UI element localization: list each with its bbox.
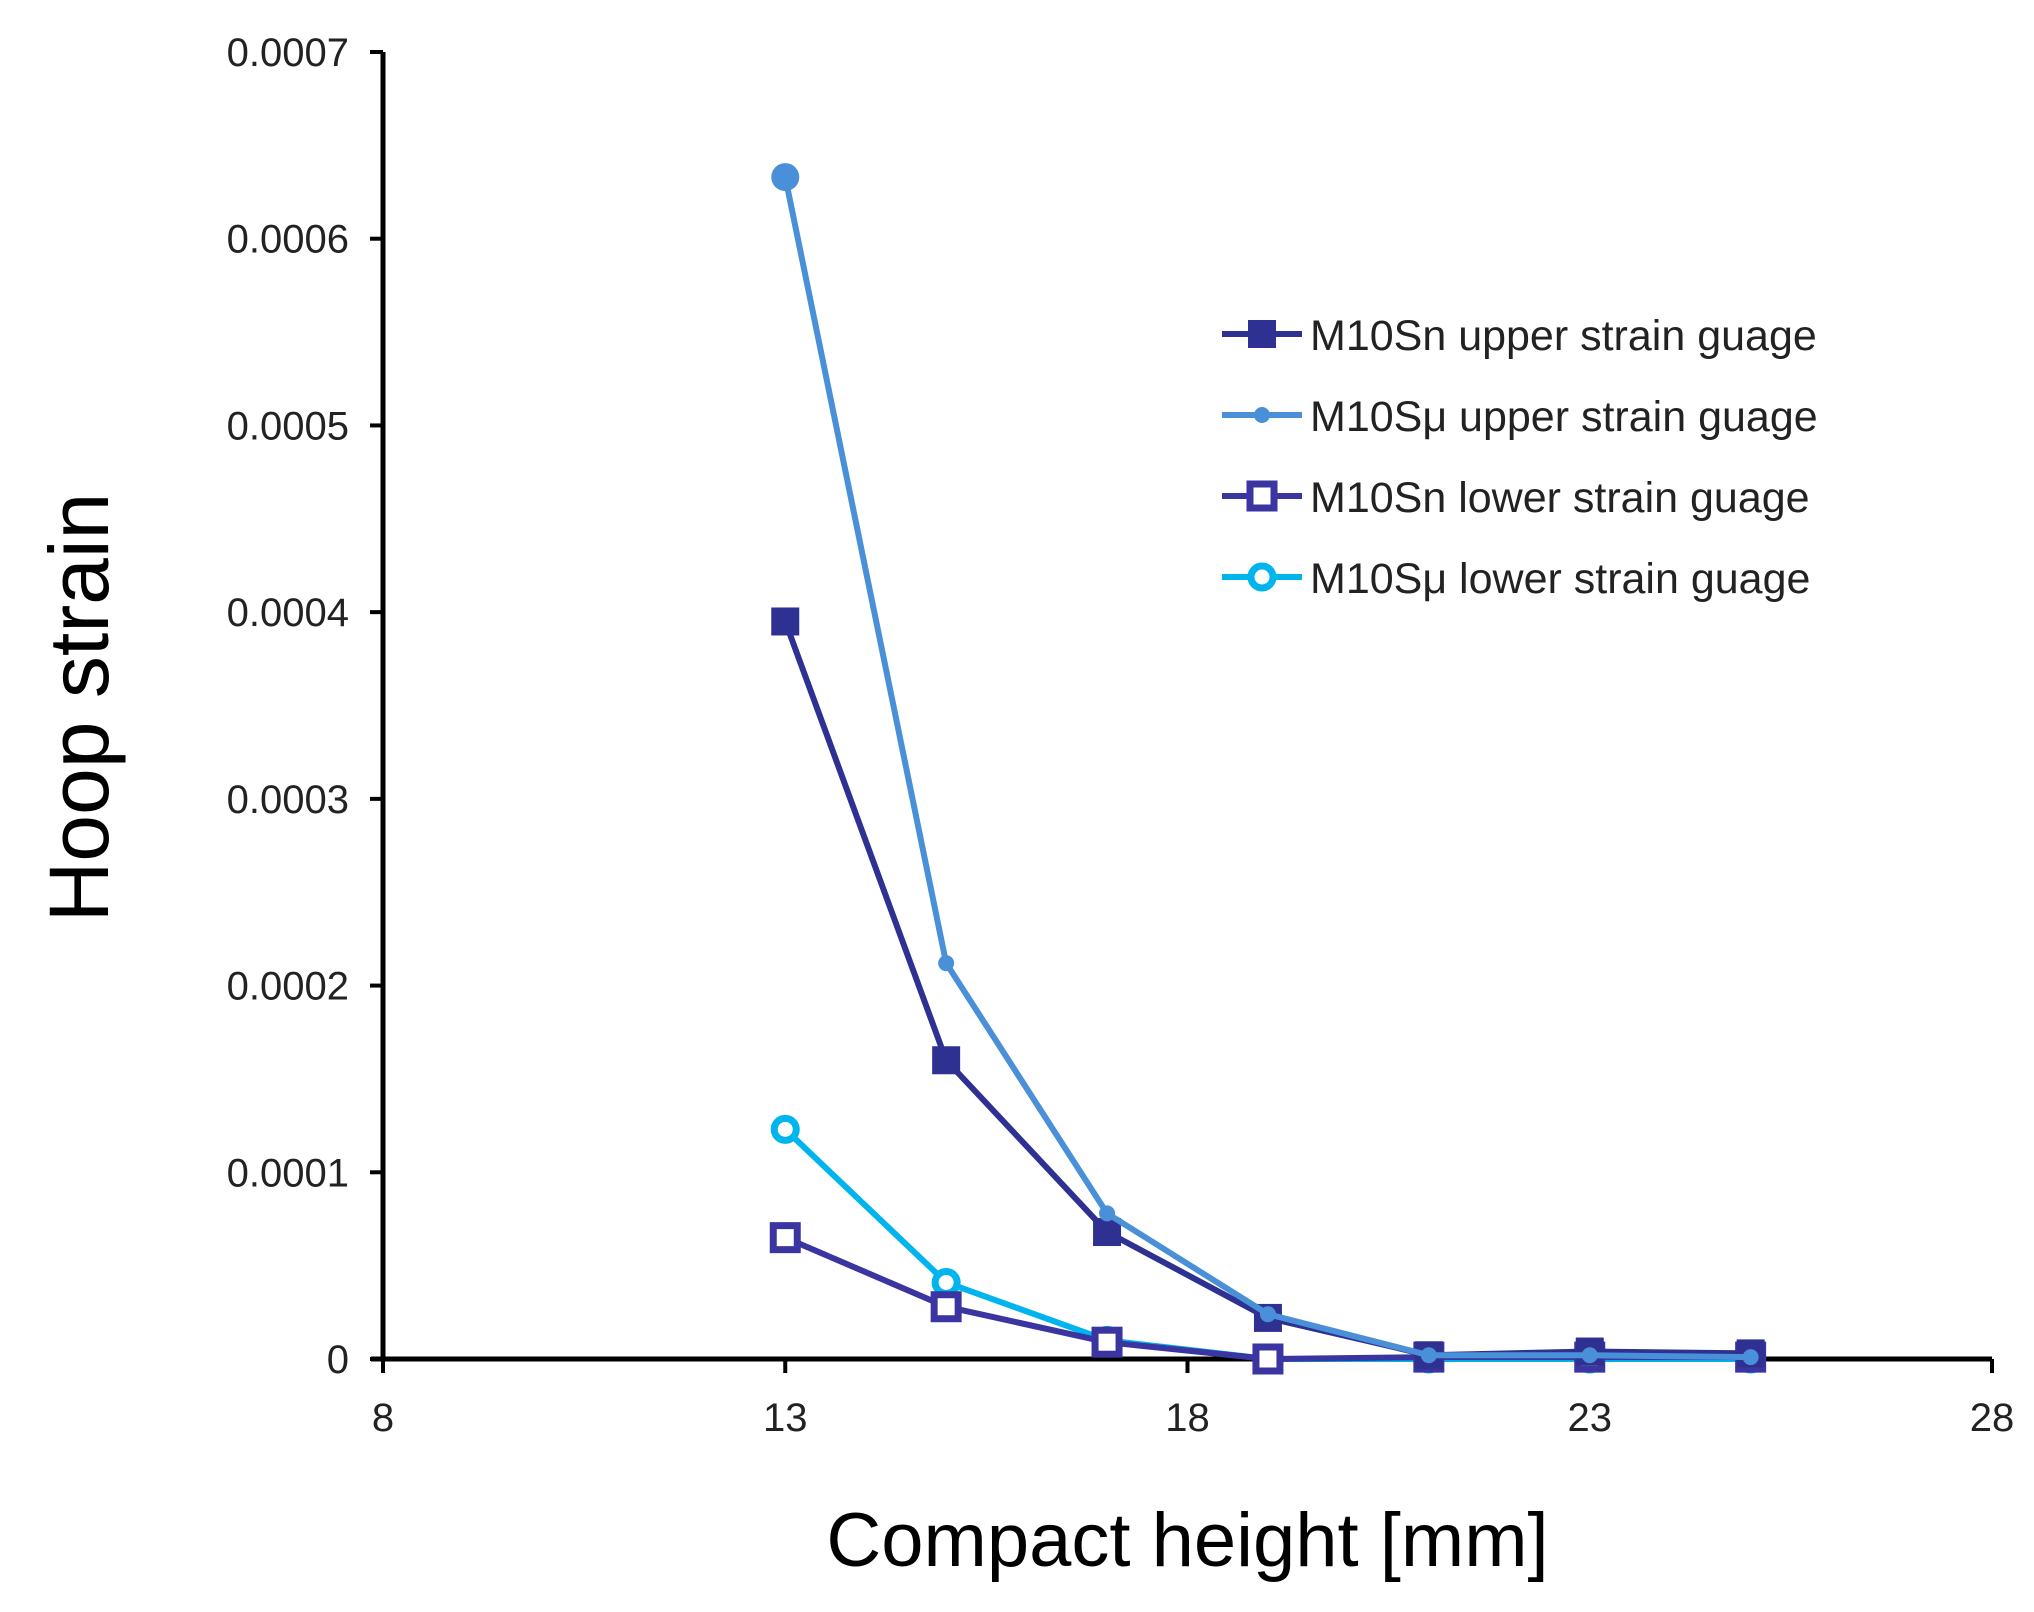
legend-marker	[1254, 407, 1270, 423]
data-point	[1581, 1347, 1598, 1364]
legend-entry: M10Sn lower strain guage	[1222, 474, 1810, 522]
data-point	[931, 1267, 961, 1297]
series-layer	[769, 163, 1767, 1375]
series-group	[771, 163, 1759, 1366]
data-point	[932, 1046, 961, 1075]
series-group	[770, 1114, 1766, 1374]
data-point	[1420, 1347, 1437, 1364]
legend-label: M10Sμ upper strain guage	[1310, 393, 1818, 441]
x-tick-label: 18	[1165, 1396, 1210, 1440]
y-ticks: 0 0.0001 0.0002 0.0003 0.0004 0.0005 0.0006 0.0…	[227, 31, 383, 1382]
y-tick-label: 0	[327, 1338, 349, 1382]
legend-marker	[1246, 480, 1278, 512]
data-point	[771, 163, 800, 192]
x-axis-label: Compact height [mm]	[826, 1498, 1548, 1583]
y-tick-label: 0.0004	[227, 591, 349, 635]
y-tick-label: 0.0006	[227, 218, 349, 262]
series-line	[782, 620, 1751, 1359]
legend-entry: M10Sμ lower strain guage	[1222, 555, 1810, 603]
legend: M10Sn upper strain guage M10Sμ upper stra…	[1222, 312, 1818, 603]
data-point	[769, 1222, 801, 1254]
data-point	[930, 1291, 962, 1323]
x-tick-label: 8	[372, 1396, 394, 1440]
data-point	[771, 607, 800, 636]
axes: 0 0.0001 0.0002 0.0003 0.0004 0.0005 0.0006 0.0…	[227, 31, 2015, 1440]
legend-label: M10Sn lower strain guage	[1310, 474, 1810, 522]
legend-marker	[1248, 320, 1276, 348]
legend-entry: M10Sμ upper strain guage	[1222, 393, 1818, 441]
legend-entry: M10Sn upper strain guage	[1222, 312, 1817, 360]
legend-label: M10Sn upper strain guage	[1310, 312, 1817, 360]
data-point	[1091, 1326, 1123, 1358]
y-tick-label: 0.0005	[227, 404, 349, 448]
y-axis-label: Hoop strain	[32, 493, 126, 923]
y-tick-label: 0.0001	[227, 1151, 349, 1195]
data-point	[1099, 1205, 1116, 1222]
x-tick-label: 23	[1568, 1396, 1613, 1440]
x-tick-label: 13	[763, 1396, 808, 1440]
series-line	[784, 1234, 1751, 1362]
y-tick-label: 0.0007	[227, 31, 349, 75]
legend-label: M10Sμ lower strain guage	[1310, 555, 1810, 603]
data-point	[770, 1114, 800, 1144]
data-point	[1742, 1349, 1759, 1366]
y-tick-label: 0.0002	[227, 965, 349, 1009]
data-point	[938, 955, 955, 972]
y-tick-label: 0.0003	[227, 778, 349, 822]
x-ticks: 8 13 18 23 28	[372, 1359, 2014, 1440]
data-point	[1259, 1306, 1276, 1323]
x-tick-label: 28	[1970, 1396, 2015, 1440]
data-point	[1252, 1343, 1284, 1375]
legend-marker	[1247, 562, 1277, 592]
